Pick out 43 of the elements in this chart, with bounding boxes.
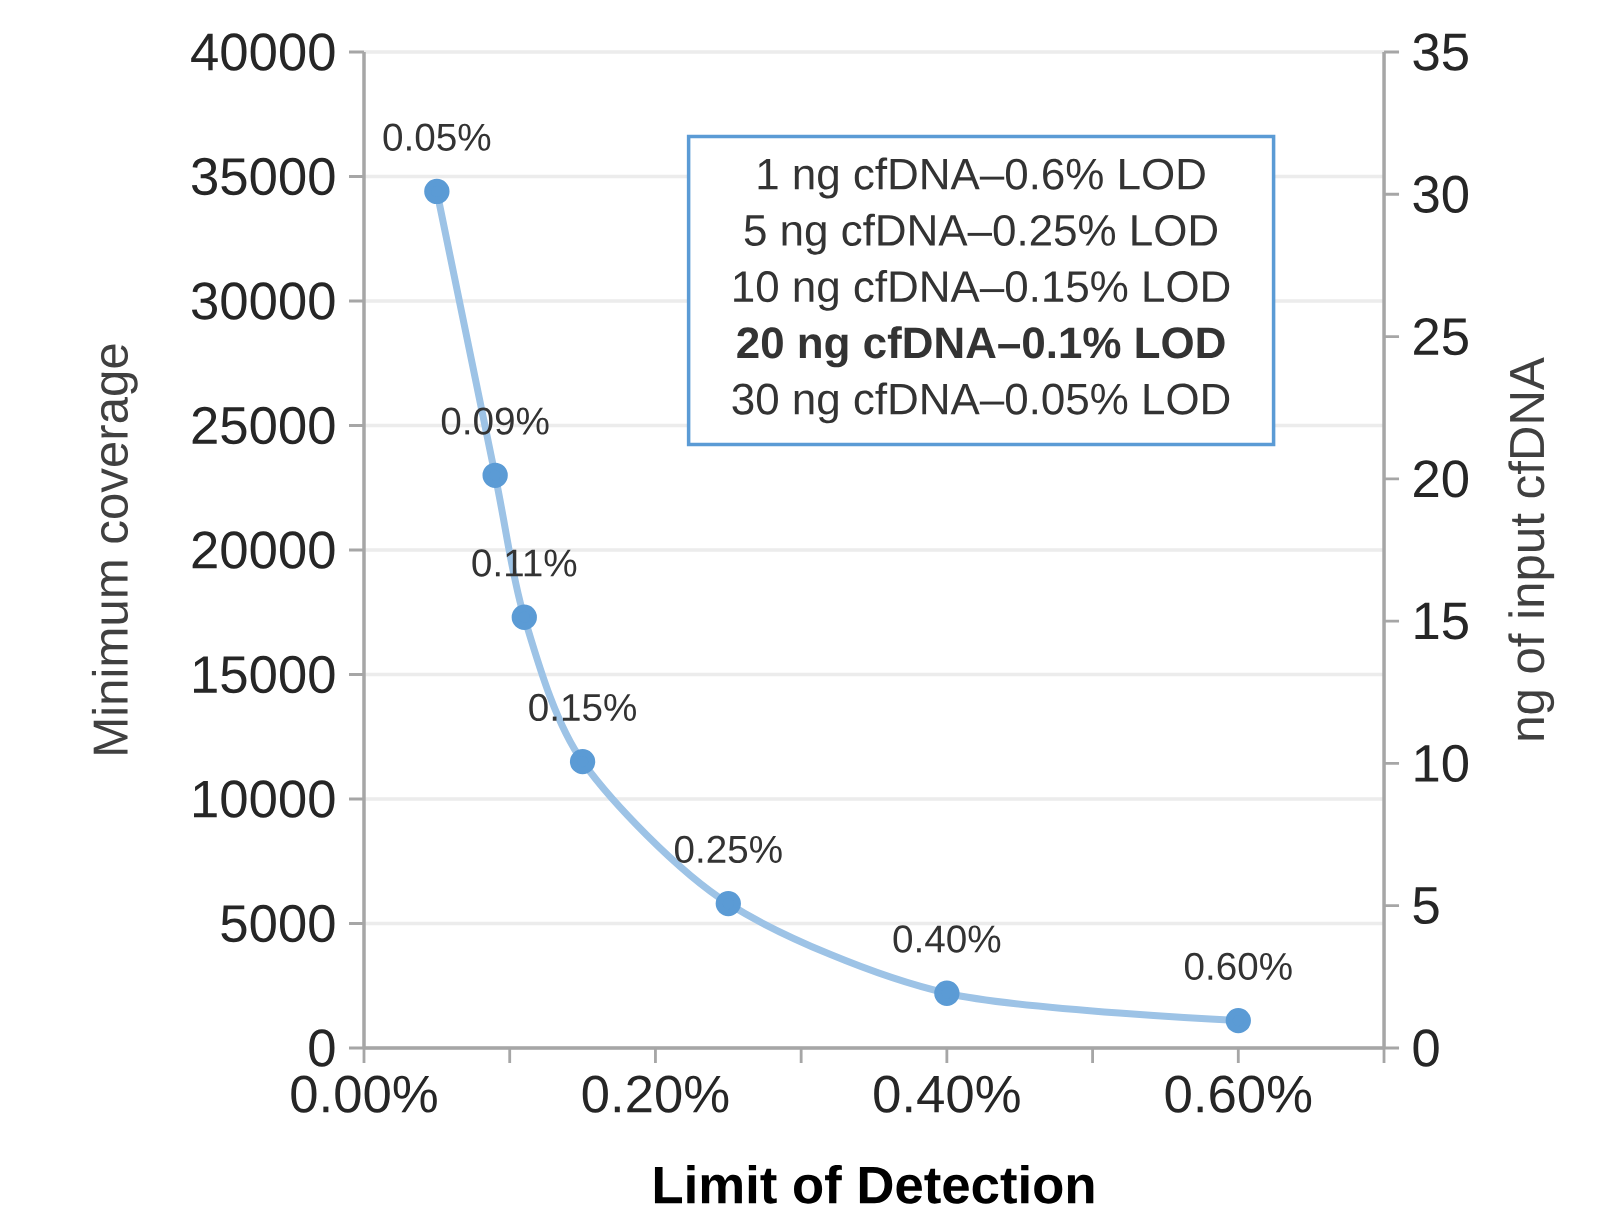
y2-tick-label: 10	[1415, 744, 1468, 783]
point	[1225, 1007, 1251, 1034]
x-tick-label: 0.00%	[291, 1075, 437, 1113]
y-tick-label: 15000	[194, 655, 335, 694]
annotation: 0.11%	[472, 549, 577, 577]
point	[934, 980, 960, 1006]
y2-tick-label: 30	[1413, 175, 1468, 213]
y2-tick-label: 25	[1414, 317, 1468, 356]
y2-axis-title: ng of input cfDNA	[1508, 357, 1555, 740]
annotation: 20 ng cfDNA–0.1% LOD	[737, 326, 1225, 368]
point	[511, 604, 537, 630]
y-tick-label: 0	[309, 1029, 335, 1067]
annotation: 0.60%	[1184, 952, 1292, 981]
y2-tick-label: 0	[1413, 1029, 1439, 1067]
y-axis-title: Minimum coverage	[91, 344, 138, 754]
y2-tick-label: 35	[1413, 33, 1468, 71]
annotation: 0.09%	[441, 407, 549, 435]
y-tick-label: 30000	[191, 282, 335, 320]
point	[569, 748, 596, 775]
point	[482, 462, 508, 488]
point	[715, 890, 741, 917]
y-tick-label: 40000	[191, 33, 335, 71]
x-tick-label: 0.20%	[582, 1075, 729, 1113]
y-tick-label: 35000	[191, 157, 335, 196]
x-axis-title: Limit of Detection	[654, 1164, 1094, 1204]
annotation: 0.25%	[674, 835, 782, 864]
x-tick-label: 0.60%	[1165, 1075, 1312, 1113]
y-tick-label: 20000	[192, 531, 335, 569]
y-tick-label: 25000	[192, 406, 335, 445]
annotation: 0.15%	[529, 693, 636, 722]
annotation: 0.40%	[893, 925, 1001, 953]
annotation: 5 ng cfDNA–0.25% LOD	[744, 213, 1217, 255]
y-tick-label: 10000	[194, 780, 335, 818]
point	[424, 178, 450, 205]
annotation: 0.05%	[383, 123, 491, 151]
y2-tick-label: 20	[1414, 460, 1468, 498]
annotation: 10 ng cfDNA–0.15% LOD	[734, 269, 1230, 311]
x-tick-label: 0.40%	[874, 1075, 1020, 1113]
y2-tick-label: 15	[1415, 602, 1468, 640]
y2-tick-label: 5	[1413, 887, 1439, 925]
y-tick-label: 5000	[221, 904, 335, 943]
annotation: 30 ng cfDNA–0.05% LOD	[732, 382, 1230, 424]
annotation: 1 ng cfDNA–0.6% LOD	[758, 157, 1205, 199]
